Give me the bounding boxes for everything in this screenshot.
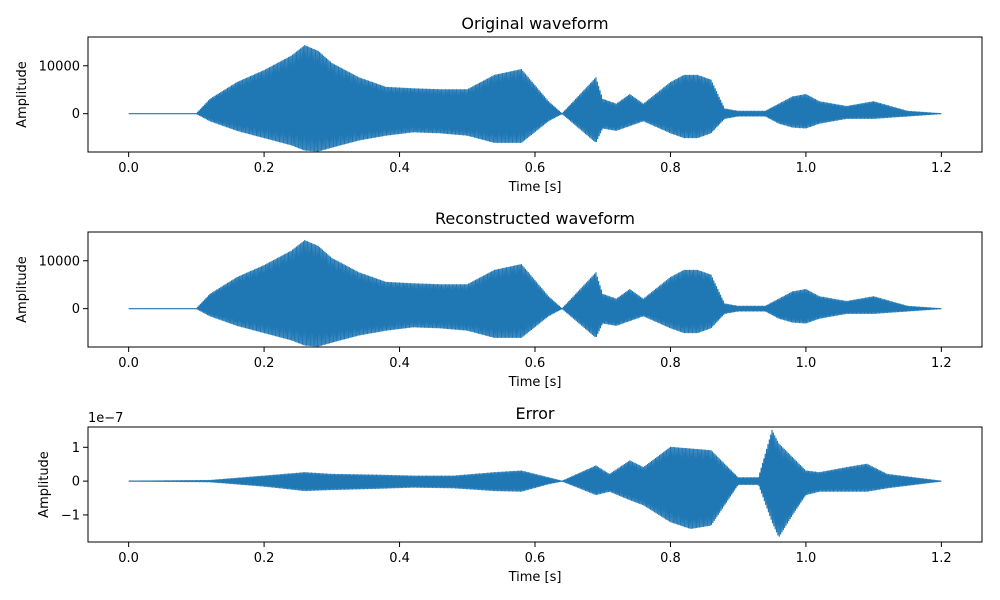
x-tick-label: 0.8 bbox=[660, 356, 681, 371]
x-tick-label: 1.0 bbox=[796, 161, 817, 176]
y-tick-label: 10000 bbox=[39, 254, 80, 269]
chart-title: Original waveform bbox=[461, 14, 608, 33]
y-axis-label: Amplitude bbox=[15, 256, 30, 323]
x-tick-label: 0.4 bbox=[389, 551, 410, 566]
x-axis-label: Time [s] bbox=[508, 375, 562, 390]
panels: 0.0 0.2 0.4 0.6 0.8 1.0 1.2 0 10000 Original wave… bbox=[15, 14, 983, 585]
x-tick-label: 0.4 bbox=[389, 161, 410, 176]
x-tick-label: 1.2 bbox=[931, 356, 952, 371]
x-tick-label: 0.8 bbox=[660, 551, 681, 566]
x-tick-label: 1.2 bbox=[931, 551, 952, 566]
chart-title: Error bbox=[516, 404, 555, 423]
chart-panel-2: 0.0 0.2 0.4 0.6 0.8 1.0 1.2 0 10000 Reconstructed… bbox=[15, 209, 983, 390]
y-tick-label: −1 bbox=[61, 508, 80, 523]
x-tick-label: 0.4 bbox=[389, 356, 410, 371]
waveform-line bbox=[128, 429, 942, 537]
x-tick-label: 0.2 bbox=[254, 161, 275, 176]
chart-title: Reconstructed waveform bbox=[435, 209, 635, 228]
x-tick-label: 0.6 bbox=[525, 161, 546, 176]
x-tick-label: 0.6 bbox=[525, 551, 546, 566]
chart-panel-3: 0.0 0.2 0.4 0.6 0.8 1.0 1.2 −1 0 1 Error Time [s] Am… bbox=[37, 404, 983, 585]
y-tick-label: 0 bbox=[72, 302, 80, 317]
y-tick-label: 1 bbox=[72, 441, 80, 456]
waveform-line bbox=[128, 240, 942, 347]
x-tick-label: 0.0 bbox=[118, 161, 139, 176]
x-tick-label: 1.0 bbox=[796, 551, 817, 566]
x-axis-label: Time [s] bbox=[508, 570, 562, 585]
y-offset-text: 1e−7 bbox=[88, 411, 123, 426]
x-tick-label: 1.0 bbox=[796, 356, 817, 371]
y-tick-label: 10000 bbox=[39, 59, 80, 74]
x-tick-label: 0.6 bbox=[525, 356, 546, 371]
x-tick-label: 0.2 bbox=[254, 551, 275, 566]
x-tick-label: 0.8 bbox=[660, 161, 681, 176]
y-axis-label: Amplitude bbox=[15, 61, 30, 128]
x-tick-label: 0.2 bbox=[254, 356, 275, 371]
x-tick-label: 0.0 bbox=[118, 551, 139, 566]
chart-panel-1: 0.0 0.2 0.4 0.6 0.8 1.0 1.2 0 10000 Original wave… bbox=[15, 14, 983, 195]
x-tick-label: 0.0 bbox=[118, 356, 139, 371]
y-tick-label: 0 bbox=[72, 475, 80, 490]
x-tick-label: 1.2 bbox=[931, 161, 952, 176]
y-axis-label: Amplitude bbox=[37, 451, 52, 518]
x-axis-label: Time [s] bbox=[508, 180, 562, 195]
waveform-line bbox=[128, 45, 942, 152]
y-tick-label: 0 bbox=[72, 107, 80, 122]
